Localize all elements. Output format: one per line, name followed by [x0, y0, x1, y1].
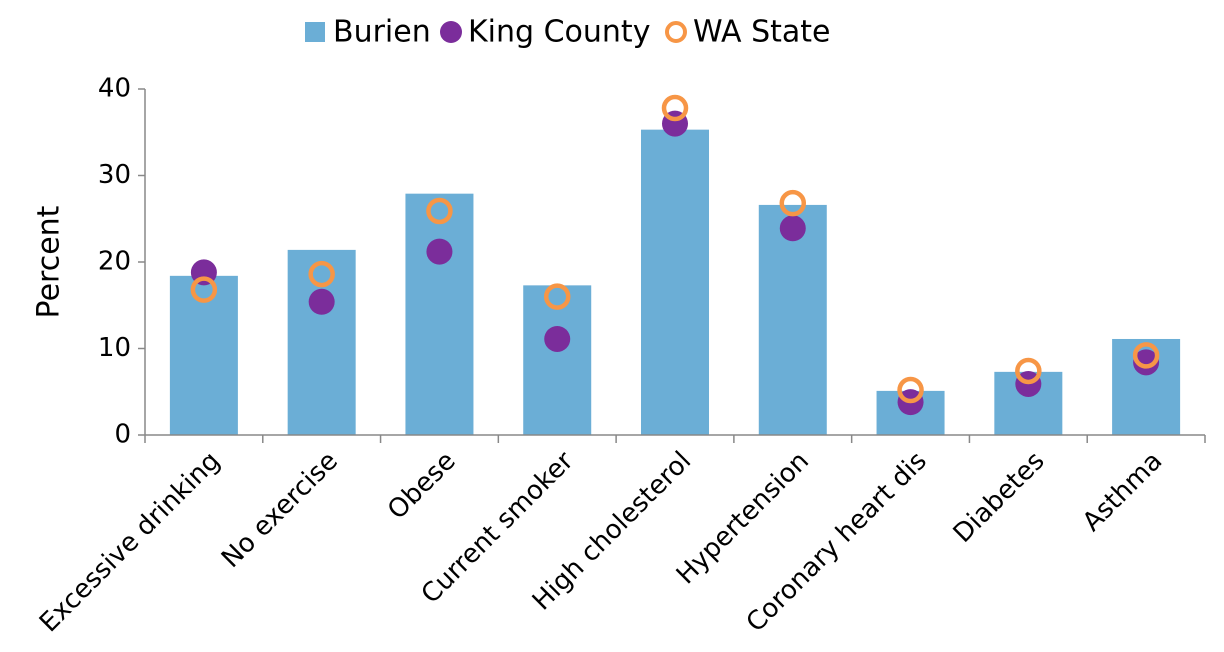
ring-marker: [190, 276, 218, 303]
ring-marker: [308, 260, 335, 288]
dot-marker: [779, 215, 806, 242]
legend-label: WA State: [693, 15, 831, 50]
legend-swatch: [440, 21, 462, 43]
ring-marker: [543, 283, 571, 310]
ring-marker: [779, 189, 807, 217]
y-axis-label: Percent: [32, 205, 67, 318]
x-tick-label: No exercise: [216, 446, 344, 574]
legend-swatch: [665, 21, 687, 43]
bar: [405, 193, 474, 435]
y-tick-label: 0: [114, 420, 131, 450]
legend-swatch: [305, 22, 325, 42]
ring-marker: [1015, 357, 1042, 385]
y-tick-label: 30: [98, 160, 131, 190]
x-tick-label: Diabetes: [948, 446, 1051, 549]
y-tick-label: 40: [98, 74, 131, 104]
ring-marker: [426, 197, 453, 225]
ring-marker: [661, 94, 689, 122]
dot-marker: [426, 238, 453, 265]
dot-marker: [308, 288, 335, 315]
dot-marker: [544, 325, 571, 352]
legend-label: King County: [468, 15, 650, 50]
x-tick-label: Excessive drinking: [34, 446, 226, 638]
bar: [758, 204, 827, 435]
y-tick-label: 10: [98, 333, 131, 363]
dot-marker: [1133, 349, 1160, 376]
x-tick-label: Obese: [382, 446, 462, 526]
y-tick-label: 20: [98, 247, 131, 277]
x-tick-label: Asthma: [1077, 446, 1168, 537]
ring-marker: [1132, 342, 1160, 369]
bar: [641, 129, 709, 435]
bar: [287, 249, 356, 435]
legend-label: Burien: [333, 15, 431, 50]
ring-marker: [897, 376, 924, 404]
bar: [523, 285, 592, 435]
